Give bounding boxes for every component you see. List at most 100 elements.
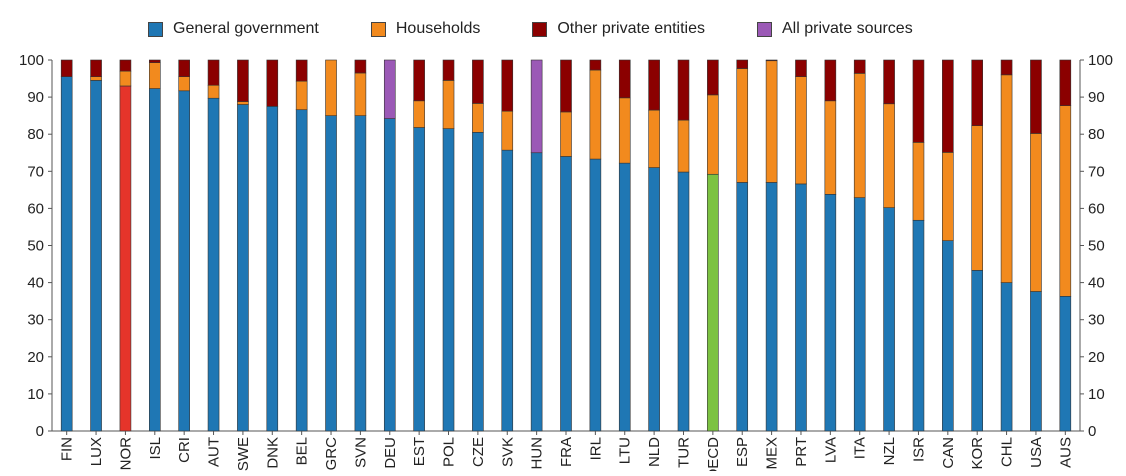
- x-tick-label: NOR: [117, 437, 134, 471]
- bar-segment: [618, 97, 631, 164]
- y-tick-label-right: 70: [1088, 163, 1105, 180]
- bar-segment: [60, 59, 73, 77]
- bar-segment: [560, 111, 572, 157]
- bar-segment: [442, 80, 455, 129]
- y-tick-label-left: 40: [27, 275, 44, 292]
- y-tick-label-left: 60: [27, 200, 44, 217]
- bar-segment: [883, 59, 895, 105]
- x-tick-label: DEU: [382, 437, 399, 469]
- bar-segment: [472, 132, 484, 432]
- y-tick-label-right: 20: [1088, 349, 1105, 366]
- bar-segment: [765, 182, 778, 432]
- bar-segment: [560, 156, 572, 432]
- x-tick-label: KOR: [969, 437, 986, 470]
- bar-segment: [912, 219, 925, 432]
- x-tick-label: NLD: [646, 437, 663, 467]
- y-tick-label-left: 80: [27, 126, 44, 143]
- bar-segment: [1059, 296, 1072, 432]
- bar-segment: [795, 183, 807, 432]
- bar-segment: [501, 59, 514, 112]
- bar-segment: [971, 270, 984, 432]
- bar-segment: [442, 59, 455, 81]
- bar-segment: [971, 125, 984, 271]
- y-tick-label-left: 10: [27, 386, 44, 403]
- bar-segment: [912, 142, 925, 221]
- x-tick-label: CZE: [470, 437, 487, 467]
- legend-item: General government: [148, 20, 319, 38]
- legend-item: Households: [370, 20, 480, 38]
- legend: General government Households Other privat…: [148, 16, 965, 42]
- y-tick-label-right: 80: [1088, 126, 1105, 143]
- bar-segment: [1000, 282, 1013, 432]
- y-tick-label-right: 40: [1088, 275, 1105, 292]
- bar-segment: [413, 59, 425, 102]
- bar-segment: [648, 167, 660, 432]
- bar-segment: [119, 59, 132, 72]
- x-tick-label: DNK: [264, 437, 281, 469]
- bar-segment: [795, 76, 807, 185]
- bar-segment: [1000, 74, 1013, 283]
- bar-segment: [472, 59, 484, 104]
- bar-segment: [383, 118, 396, 432]
- bar-segment: [677, 171, 690, 432]
- bar-segment: [618, 59, 631, 99]
- bar-segment: [677, 59, 690, 121]
- bar-segment: [589, 158, 602, 432]
- bar-segment: [90, 76, 102, 81]
- bar-segment: [472, 103, 484, 133]
- y-tick-label-left: 20: [27, 349, 44, 366]
- x-tick-label: BEL: [294, 437, 311, 465]
- legend-swatch: [148, 21, 163, 37]
- x-tick-label: FIN: [59, 437, 76, 461]
- bar-segment: [853, 59, 866, 74]
- bar-segment: [354, 115, 367, 432]
- x-tick-label: NZL: [881, 437, 898, 465]
- bar-segment: [207, 59, 220, 86]
- bar-segment: [442, 128, 455, 432]
- bar-segment: [266, 106, 279, 432]
- legend-label: All private sources: [781, 20, 913, 37]
- bar-segment: [560, 59, 572, 113]
- bar-segment: [207, 84, 220, 99]
- x-tick-label: GRC: [323, 437, 340, 471]
- bar-segment: [237, 59, 249, 102]
- bar-segment: [824, 194, 837, 432]
- x-tick-label: CAN: [940, 437, 957, 469]
- bar-segment: [530, 152, 543, 432]
- bar-segment: [354, 72, 367, 116]
- bar-segment: [707, 59, 719, 96]
- x-tick-label: PRT: [793, 437, 810, 467]
- bar-segment: [648, 109, 660, 168]
- bar-segment: [736, 182, 749, 432]
- bar-segment: [853, 73, 866, 198]
- x-tick-label: SVN: [352, 437, 369, 468]
- x-tick-label: LUX: [88, 437, 105, 466]
- bar-segment: [677, 119, 690, 173]
- x-tick-label: USA: [1028, 437, 1045, 468]
- y-tick-label-right: 30: [1088, 312, 1105, 329]
- x-tick-label: SWE: [235, 437, 252, 471]
- bar-segment: [207, 97, 220, 432]
- bar-segment: [354, 59, 367, 74]
- bar-segment: [1059, 59, 1072, 106]
- x-tick-label: POL: [441, 437, 458, 467]
- bar-segment: [942, 240, 954, 432]
- x-tick-label: ISL: [147, 437, 164, 460]
- x-tick-label: ITA: [852, 437, 869, 459]
- bar-segment: [90, 59, 102, 77]
- legend-swatch: [370, 21, 386, 37]
- bar-segment: [824, 100, 837, 195]
- y-tick-label-left: 100: [19, 52, 44, 69]
- bar-segment: [178, 90, 190, 432]
- bar-segment: [413, 127, 425, 432]
- bar-segment: [178, 59, 190, 77]
- legend-label: Other private entities: [557, 20, 705, 37]
- bar-segment: [530, 59, 543, 154]
- bar-segment: [325, 59, 337, 116]
- x-tick-label: OECD: [705, 437, 722, 471]
- bar-segment: [942, 152, 954, 241]
- x-tick-label: SVK: [499, 437, 516, 467]
- bar-segment: [60, 76, 73, 432]
- bar-segment: [325, 115, 337, 432]
